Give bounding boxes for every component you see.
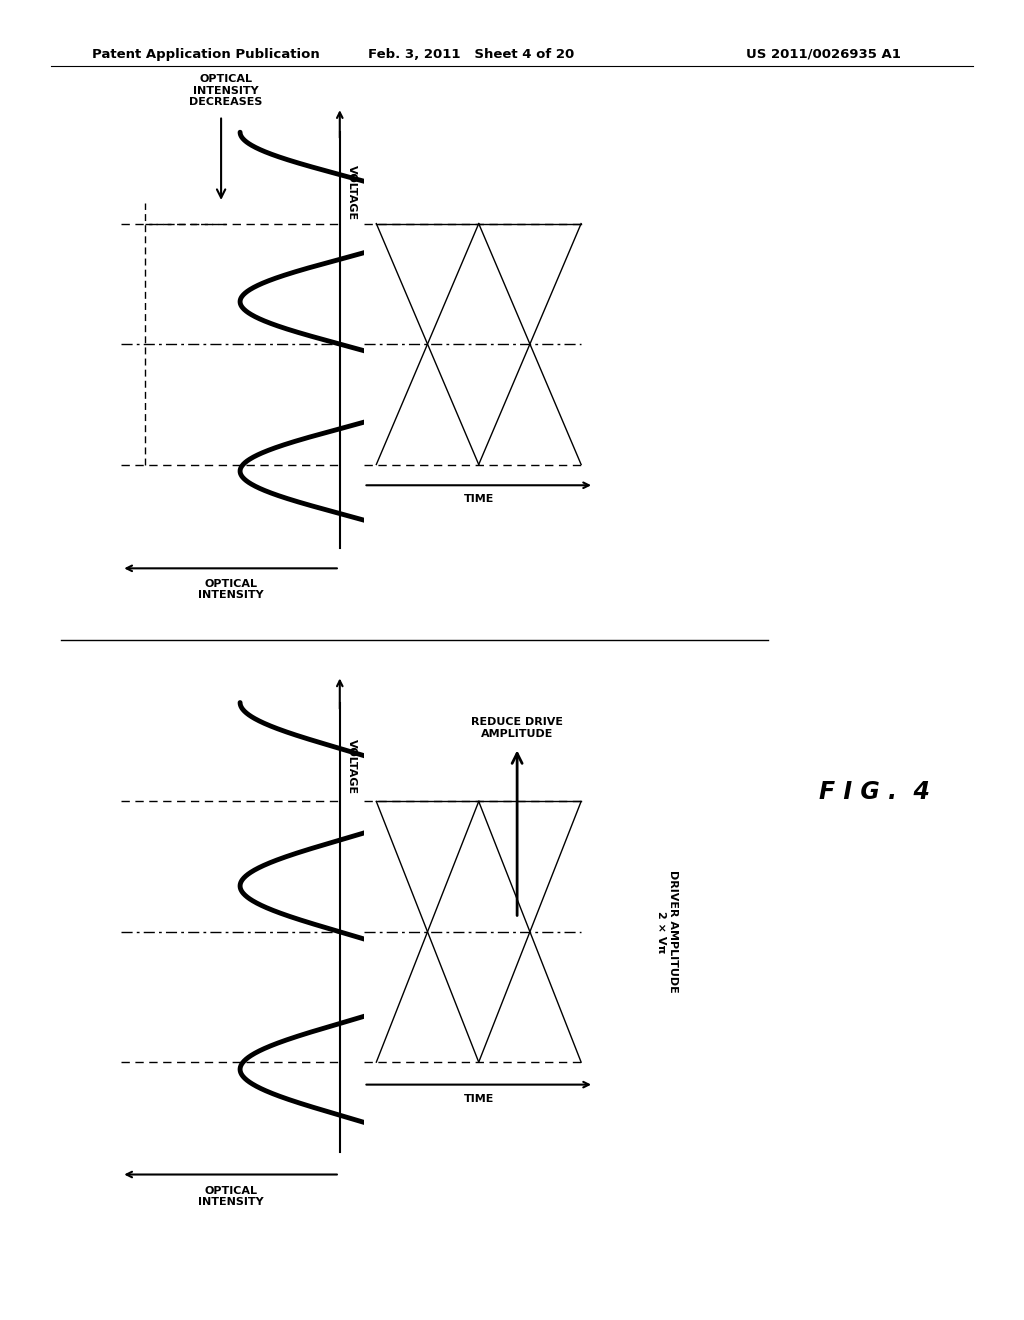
Text: F I G .  4: F I G . 4 — [819, 780, 930, 804]
Text: OPTICAL
INTENSITY: OPTICAL INTENSITY — [198, 578, 263, 601]
Text: VOLTAGE: VOLTAGE — [347, 165, 357, 220]
Text: OPTICAL
INTENSITY
DECREASES: OPTICAL INTENSITY DECREASES — [189, 74, 262, 107]
Text: Feb. 3, 2011   Sheet 4 of 20: Feb. 3, 2011 Sheet 4 of 20 — [368, 48, 574, 61]
Text: US 2011/0026935 A1: US 2011/0026935 A1 — [746, 48, 901, 61]
Text: REDUCE DRIVE
AMPLITUDE: REDUCE DRIVE AMPLITUDE — [471, 717, 563, 738]
Text: TIME: TIME — [464, 494, 494, 503]
Text: Patent Application Publication: Patent Application Publication — [92, 48, 319, 61]
Text: OPTICAL
INTENSITY: OPTICAL INTENSITY — [198, 1185, 263, 1208]
Text: VOLTAGE: VOLTAGE — [347, 738, 357, 793]
Text: DRIVER AMPLITUDE
2 × Vπ: DRIVER AMPLITUDE 2 × Vπ — [656, 870, 678, 993]
Text: TIME: TIME — [464, 1093, 494, 1104]
